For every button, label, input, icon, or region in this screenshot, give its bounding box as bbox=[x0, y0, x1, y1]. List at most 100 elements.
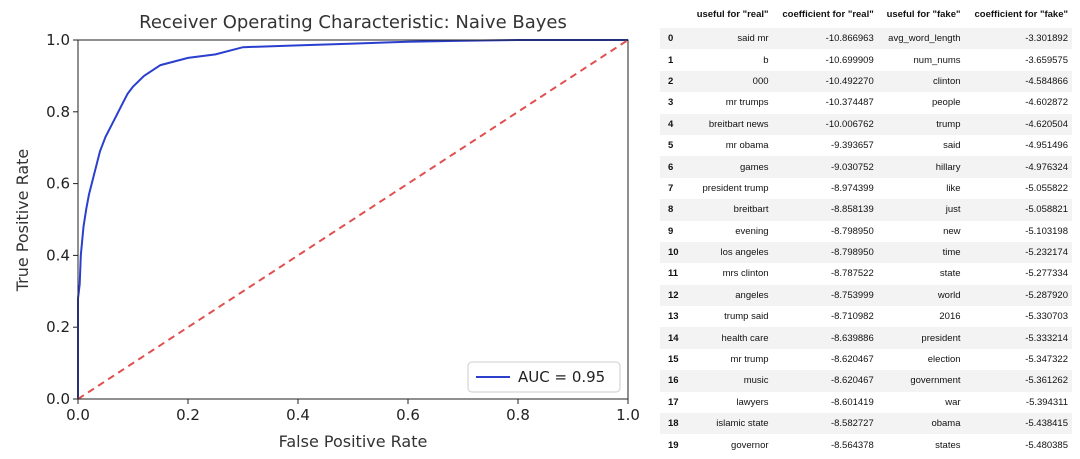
table-cell: -8.858139 bbox=[830, 204, 874, 216]
row-index: 7 bbox=[668, 182, 674, 194]
table-cell: -8.798950 bbox=[830, 247, 874, 259]
table-cell: -8.753999 bbox=[830, 289, 874, 301]
table-cell: election bbox=[927, 354, 961, 366]
table-cell: -5.480385 bbox=[1025, 439, 1068, 451]
row-index: 9 bbox=[668, 225, 674, 237]
y-axis-label: True Positive Rate bbox=[13, 149, 32, 293]
table-row: 2 000 -10.492270 clinton -4.584866 bbox=[660, 70, 1072, 93]
table-cell: -10.699909 bbox=[825, 54, 874, 66]
table-cell: angeles bbox=[735, 289, 769, 301]
table-row: 4 breitbart news -10.006762 trump -4.620504 bbox=[660, 113, 1072, 135]
table-cell: -5.058821 bbox=[1025, 204, 1068, 216]
table-row: 6 games -9.030752 hillary -4.976324 bbox=[660, 156, 1072, 178]
table-cell: -9.030752 bbox=[830, 161, 874, 173]
table-row: 9 evening -8.798950 new -5.103198 bbox=[660, 221, 1072, 242]
row-index: 18 bbox=[668, 418, 679, 430]
table-row: 18 islamic state -8.582727 obama -5.438415 bbox=[660, 413, 1072, 435]
table-cell: breitbart news bbox=[708, 118, 769, 130]
table-cell: 2016 bbox=[939, 311, 961, 323]
table-cell: states bbox=[935, 439, 961, 451]
table-row: 12 angeles -8.753999 world -5.287920 bbox=[660, 284, 1072, 307]
row-index: 14 bbox=[668, 332, 679, 344]
table-cell: -5.055822 bbox=[1025, 182, 1068, 194]
table-cell: games bbox=[740, 161, 769, 173]
table-cell: islamic state bbox=[716, 418, 769, 430]
chance-diagonal-line bbox=[77, 39, 629, 400]
x-tick-label: 0.6 bbox=[396, 406, 420, 424]
table-cell: -8.564378 bbox=[830, 439, 874, 451]
chart-series bbox=[77, 39, 629, 400]
table-cell: -3.659575 bbox=[1025, 54, 1068, 66]
table-cell: governor bbox=[731, 439, 769, 451]
table-cell: trump bbox=[936, 118, 961, 130]
coefficient-table-panel: useful for "real" coefficient for "real" u… bbox=[660, 8, 1076, 456]
roc-chart-panel: Receiver Operating Characteristic: Naive… bbox=[13, 12, 640, 451]
x-tick-label: 0.0 bbox=[66, 406, 90, 424]
table-cell: like bbox=[946, 182, 961, 194]
row-index: 5 bbox=[668, 140, 674, 152]
table-row: 0 said mr -10.866963 avg_word_length -3.3018… bbox=[660, 28, 1072, 50]
y-tick-label: 0.6 bbox=[46, 175, 70, 193]
table-row: 3 mr trumps -10.374487 people -4.602872 bbox=[660, 92, 1072, 113]
y-tick-label: 0.2 bbox=[46, 318, 70, 336]
row-index: 10 bbox=[668, 247, 679, 259]
table-cell: -3.301892 bbox=[1025, 33, 1068, 45]
row-index: 13 bbox=[668, 311, 679, 323]
table-cell: -5.361262 bbox=[1025, 375, 1068, 387]
row-index: 17 bbox=[668, 396, 679, 408]
table-row: 15 mr trump -8.620467 election -5.347322 bbox=[660, 349, 1072, 370]
table-cell: people bbox=[931, 97, 961, 109]
table-row: 19 governor -8.564378 states -5.480385 bbox=[660, 434, 1072, 455]
table-cell: -5.394311 bbox=[1025, 396, 1068, 408]
table-row: 5 mr obama -9.393657 said -4.951496 bbox=[660, 135, 1072, 156]
row-index: 3 bbox=[668, 97, 674, 109]
x-tick-label: 0.8 bbox=[506, 406, 530, 424]
table-cell: hillary bbox=[935, 161, 961, 173]
row-index: 19 bbox=[668, 439, 679, 451]
table-cell: -8.582727 bbox=[830, 418, 874, 430]
table-cell: just bbox=[945, 204, 961, 216]
table-cell: government bbox=[910, 375, 961, 387]
table-cell: b bbox=[763, 54, 769, 66]
column-header: coefficient for "fake" bbox=[974, 8, 1068, 20]
x-tick-label: 0.4 bbox=[286, 406, 310, 424]
table-cell: mr trump bbox=[730, 354, 769, 366]
row-index: 15 bbox=[668, 354, 679, 366]
legend-box bbox=[467, 361, 621, 393]
column-header: useful for "fake" bbox=[886, 8, 961, 20]
table-cell: state bbox=[939, 268, 961, 280]
table-cell: -8.639886 bbox=[830, 332, 874, 344]
table-body: 0 said mr -10.866963 avg_word_length -3.3018… bbox=[660, 28, 1072, 456]
table-cell: -10.374487 bbox=[825, 97, 874, 109]
table-cell: -5.232174 bbox=[1025, 247, 1068, 259]
row-index: 6 bbox=[668, 161, 674, 173]
table-cell: evening bbox=[735, 225, 769, 237]
table-cell: said bbox=[943, 140, 961, 152]
table-cell: health care bbox=[721, 332, 769, 344]
table-cell: -8.620467 bbox=[830, 375, 874, 387]
table-row: 13 trump said -8.710982 2016 -5.330703 bbox=[660, 306, 1072, 327]
row-index: 0 bbox=[668, 33, 674, 45]
table-cell: -5.330703 bbox=[1025, 311, 1068, 323]
coefficient-table: useful for "real" coefficient for "real" u… bbox=[660, 8, 1072, 456]
row-index: 12 bbox=[668, 289, 679, 301]
table-cell: trump said bbox=[724, 311, 769, 323]
y-tick-label: 1.0 bbox=[46, 31, 70, 49]
table-cell: -4.584866 bbox=[1025, 75, 1068, 87]
chart-legend: AUC = 0.95 bbox=[467, 361, 621, 393]
row-index: 11 bbox=[668, 268, 679, 280]
table-cell: -8.974399 bbox=[830, 182, 874, 194]
plot-frame bbox=[77, 39, 629, 400]
legend-label: AUC = 0.95 bbox=[518, 368, 605, 386]
table-cell: -4.976324 bbox=[1025, 161, 1068, 173]
table-cell: -5.103198 bbox=[1025, 225, 1068, 237]
table-cell: -4.951496 bbox=[1025, 140, 1068, 152]
table-row: 1 b -10.699909 num_nums -3.659575 bbox=[660, 49, 1072, 70]
table-cell: -5.347322 bbox=[1025, 354, 1068, 366]
table-cell: music bbox=[743, 375, 769, 387]
row-index: 2 bbox=[668, 75, 674, 87]
table-cell: -9.393657 bbox=[830, 140, 874, 152]
table-cell: -5.438415 bbox=[1025, 418, 1068, 430]
table-cell: -8.710982 bbox=[830, 311, 874, 323]
table-cell: -10.006762 bbox=[825, 118, 874, 130]
